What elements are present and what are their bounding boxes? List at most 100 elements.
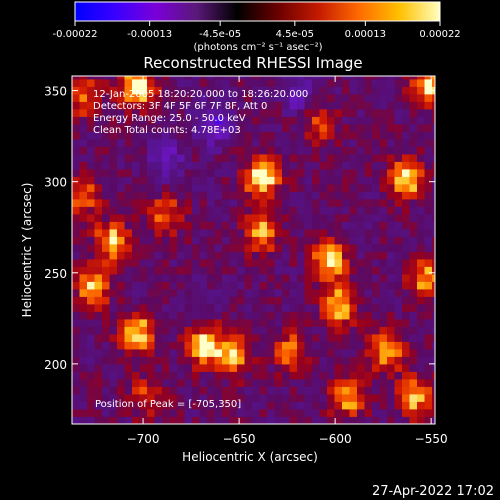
heatmap-cell: [334, 259, 343, 267]
heatmap-cell: [349, 326, 358, 335]
heatmap-cell: [387, 199, 395, 207]
heatmap-cell: [124, 409, 133, 417]
heatmap-cell: [379, 116, 388, 125]
heatmap-cell: [319, 131, 328, 140]
heatmap-cell: [357, 131, 365, 140]
heatmap-cell: [154, 214, 163, 222]
heatmap-cell: [214, 311, 223, 320]
heatmap-cell: [229, 206, 238, 215]
heatmap-cell: [117, 191, 125, 200]
heatmap-cell: [244, 154, 253, 162]
heatmap-cell: [132, 251, 140, 260]
heatmap-cell: [394, 101, 403, 110]
heatmap-cell: [94, 236, 103, 245]
heatmap-cell: [252, 229, 260, 237]
heatmap-cell: [259, 371, 268, 380]
heatmap-cell: [192, 154, 200, 162]
heatmap-cell: [79, 364, 88, 372]
heatmap-cell: [297, 304, 305, 312]
heatmap-cell: [207, 409, 215, 417]
heatmap-cell: [312, 139, 320, 147]
heatmap-cell: [177, 341, 185, 350]
heatmap-cell: [244, 371, 253, 380]
heatmap-cell: [229, 289, 238, 297]
heatmap-cell: [252, 296, 260, 305]
heatmap-cell: [349, 109, 358, 117]
heatmap-cell: [147, 334, 155, 342]
heatmap-cell: [79, 341, 88, 350]
heatmap-cell: [102, 131, 110, 140]
heatmap-cell: [252, 139, 260, 147]
heatmap-cell: [222, 409, 230, 417]
heatmap-cell: [364, 124, 373, 132]
heatmap-cell: [222, 116, 230, 125]
heatmap-cell: [79, 101, 88, 110]
heatmap-cell: [177, 79, 185, 87]
heatmap-cell: [424, 94, 433, 102]
heatmap-cell: [349, 79, 358, 87]
heatmap-cell: [267, 341, 275, 350]
heatmap-cell: [394, 379, 403, 387]
heatmap-cell: [87, 416, 95, 424]
heatmap-cell: [154, 274, 163, 282]
heatmap-cell: [124, 304, 133, 312]
heatmap-cell: [282, 154, 290, 162]
heatmap-cell: [222, 184, 230, 192]
heatmap-cell: [312, 161, 320, 170]
heatmap-cell: [229, 139, 238, 147]
heatmap-cell: [409, 304, 418, 312]
heatmap-cell: [387, 311, 395, 320]
heatmap-cell: [109, 296, 118, 305]
heatmap-cell: [379, 341, 388, 350]
heatmap-cell: [102, 289, 110, 297]
heatmap-cell: [259, 326, 268, 335]
heatmap-cell: [237, 229, 245, 237]
heatmap-cell: [342, 169, 350, 177]
heatmap-cell: [222, 169, 230, 177]
heatmap-cell: [387, 76, 395, 80]
heatmap-cell: [394, 139, 403, 147]
heatmap-cell: [214, 79, 223, 87]
heatmap-cell: [199, 289, 208, 297]
heatmap-cell: [319, 259, 328, 267]
heatmap-cell: [349, 244, 358, 252]
heatmap-cell: [177, 236, 185, 245]
heatmap-cell: [304, 311, 313, 320]
heatmap-cell: [274, 281, 283, 290]
heatmap-cell: [102, 251, 110, 260]
heatmap-cell: [297, 341, 305, 350]
heatmap-cell: [274, 274, 283, 282]
heatmap-cell: [102, 214, 110, 222]
heatmap-cell: [207, 356, 215, 365]
heatmap-cell: [102, 334, 110, 342]
heatmap-cell: [297, 86, 305, 95]
heatmap-cell: [402, 146, 410, 155]
heatmap-cell: [274, 304, 283, 312]
heatmap-cell: [139, 296, 148, 305]
heatmap-cell: [289, 409, 298, 417]
heatmap-cell: [169, 109, 178, 117]
heatmap-cell: [87, 409, 95, 417]
heatmap-cell: [424, 214, 433, 222]
heatmap-cell: [124, 236, 133, 245]
heatmap-cell: [379, 161, 388, 170]
heatmap-cell: [289, 266, 298, 275]
heatmap-cell: [274, 94, 283, 102]
heatmap-cell: [79, 296, 88, 305]
heatmap-cell: [94, 139, 103, 147]
heatmap-cell: [177, 146, 185, 155]
heatmap-cell: [184, 184, 193, 192]
heatmap-cell: [409, 139, 418, 147]
heatmap-cell: [319, 341, 328, 350]
heatmap-cell: [117, 139, 125, 147]
heatmap-cell: [282, 334, 290, 342]
heatmap-cell: [244, 206, 253, 215]
heatmap-cell: [192, 341, 200, 350]
heatmap-cell: [394, 416, 403, 424]
heatmap-cell: [229, 394, 238, 402]
heatmap-cell: [102, 311, 110, 320]
heatmap-cell: [154, 221, 163, 230]
heatmap-cell: [282, 131, 290, 140]
heatmap-cell: [379, 356, 388, 365]
heatmap-cell: [154, 281, 163, 290]
